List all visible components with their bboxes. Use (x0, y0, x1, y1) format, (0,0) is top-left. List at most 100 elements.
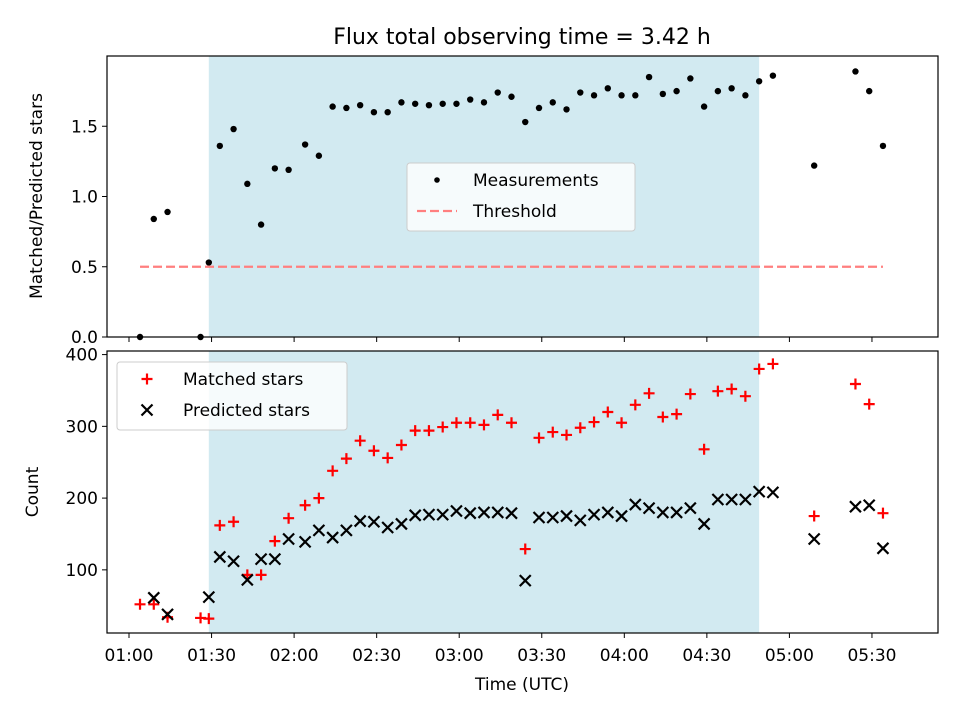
predicted-stars-point (422, 508, 436, 521)
matched-stars-point (395, 439, 407, 451)
measurement-point (271, 165, 279, 172)
measurement-point (659, 90, 667, 98)
measurement-point (549, 99, 556, 106)
y-tick-label: 1.5 (71, 117, 98, 137)
x-tick-label: 05:00 (765, 646, 814, 666)
predicted-stars-point (807, 532, 821, 546)
predicted-stars-point (298, 535, 312, 549)
predicted-stars-point (505, 506, 518, 520)
measurement-point (216, 142, 224, 150)
matched-stars-point (808, 510, 820, 522)
matched-stars-point (712, 385, 724, 397)
matched-stars-point (574, 422, 586, 434)
measurement-point (343, 104, 350, 112)
predicted-stars-point (282, 532, 295, 546)
measurement-point (329, 103, 336, 110)
predicted-stars-point (725, 493, 738, 506)
measurement-point (742, 92, 749, 99)
matched-stars-point (505, 417, 517, 429)
measurement-point (453, 100, 460, 107)
matched-stars-point (629, 399, 641, 411)
top-panel: 0.0 0.5 1.0 1.5 Measurements Threshold (71, 55, 939, 348)
measurement-point (618, 92, 625, 99)
predicted-stars-point (642, 501, 656, 515)
matched-stars-point (354, 435, 366, 447)
measurement-point (494, 89, 501, 96)
matched-stars-point (643, 387, 655, 399)
predicted-stars-point (684, 501, 697, 515)
measurement-point (879, 142, 887, 150)
matched-stars-point (602, 406, 614, 418)
matched-stars-point (877, 507, 889, 519)
predicted-stars-point (463, 506, 477, 520)
matched-stars-point (134, 598, 146, 610)
matched-stars-point (148, 598, 160, 610)
plot-frame (106, 55, 939, 338)
matched-stars-point (203, 613, 215, 625)
predicted-stars-point (629, 498, 642, 511)
matched-stars-point (283, 512, 295, 524)
y-tick-label: 1.0 (71, 188, 98, 208)
matched-stars-point (588, 416, 600, 428)
legend-label: Predicted stars (183, 401, 310, 421)
y-tick-label: 300 (66, 417, 98, 437)
measurement-point (230, 125, 237, 133)
measurement-point (301, 141, 309, 148)
predicted-stars-point (766, 486, 780, 499)
matched-stars-point (437, 421, 449, 433)
predicted-stars-point (395, 517, 408, 531)
matched-stars-point (368, 445, 380, 457)
measurement-point (411, 100, 419, 107)
predicted-stars-point (546, 511, 560, 524)
legend-entry: Matched stars (141, 370, 303, 390)
measurement-point (632, 92, 639, 99)
measurement-point (687, 75, 694, 82)
measurement-point (590, 92, 598, 99)
x-tick-label: 03:30 (517, 646, 566, 666)
predicted-stars-point (312, 524, 326, 537)
predicted-stars-point (381, 521, 394, 534)
predicted-stars-point (436, 508, 449, 521)
measurement-point (563, 106, 570, 113)
bottom-y-axis-label: Count (23, 466, 43, 517)
legend: Measurements Threshold (406, 162, 636, 232)
x-axis-label: Time (UTC) (474, 675, 569, 695)
predicted-stars-point (340, 524, 353, 537)
predicted-stars-point (353, 514, 367, 528)
x-tick-label: 01:30 (187, 646, 236, 666)
x-tick-label: 04:30 (682, 646, 731, 666)
matched-stars-point (299, 499, 311, 511)
predicted-stars-point (241, 573, 254, 587)
predicted-stars-point (862, 498, 876, 512)
y-tick-label: 0.5 (71, 258, 98, 278)
measurement-point (577, 89, 584, 96)
legend-box (406, 162, 636, 232)
legend-box (116, 361, 348, 431)
legend-x-marker (140, 403, 154, 417)
predicted-stars-point (477, 506, 491, 519)
series-predicted-stars (147, 485, 890, 621)
matched-stars-point (561, 429, 573, 441)
predicted-stars-point (213, 550, 227, 564)
measurement-point (700, 103, 708, 110)
predicted-stars-point (202, 590, 216, 604)
measurement-point (356, 101, 364, 109)
predicted-stars-point (601, 506, 615, 519)
matched-stars-point (269, 535, 281, 547)
predicted-stars-point (147, 591, 161, 605)
x-tick-label: 02:00 (270, 646, 319, 666)
measurement-point (164, 208, 171, 216)
top-y-axis-label: Matched/Predicted stars (27, 93, 47, 299)
measurement-point (467, 96, 474, 103)
predicted-stars-point (560, 509, 573, 523)
predicted-stars-point (752, 485, 766, 498)
x-tick-label: 02:30 (352, 646, 401, 666)
plot-frame (106, 350, 939, 634)
matched-stars-point (684, 388, 696, 400)
legend-entry: Predicted stars (140, 401, 310, 421)
measurement-point (315, 152, 323, 159)
measurement-point (384, 109, 391, 116)
measurement-point (810, 162, 818, 169)
measurement-point (439, 100, 446, 107)
predicted-stars-point (587, 508, 601, 521)
